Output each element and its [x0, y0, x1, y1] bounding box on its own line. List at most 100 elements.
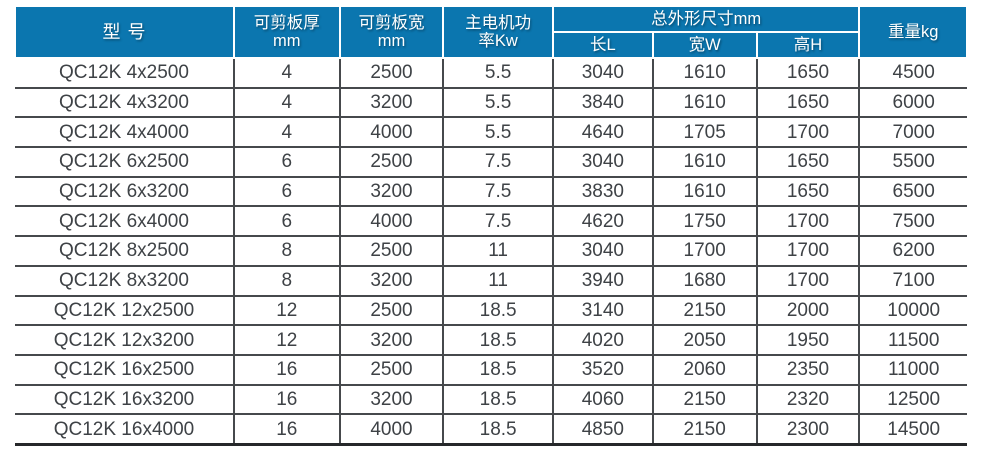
value-cell: 6: [232, 175, 341, 208]
header-motor-power-line1: 主电机功: [465, 13, 532, 32]
value-cell: 1610: [651, 58, 758, 89]
value-cell: 3140: [551, 294, 654, 327]
table-row: QC12K 4x2500 4 2500 5.5 3040 1610 1650 4500: [15, 58, 967, 89]
value-cell: 6500: [858, 175, 967, 208]
value-cell: 2000: [755, 294, 861, 327]
value-cell: 2350: [755, 353, 861, 386]
model-cell: QC12K 6x2500: [15, 146, 235, 178]
value-cell: 4000: [338, 116, 445, 149]
value-cell: 1750: [651, 205, 758, 238]
header-width-sub: 宽W: [651, 31, 758, 59]
model-cell: QC12K 4x3200: [15, 86, 235, 119]
value-cell: 16: [232, 383, 341, 416]
value-cell: 7500: [858, 205, 967, 238]
value-cell: 3040: [551, 146, 654, 178]
value-cell: 1650: [755, 58, 861, 89]
header-length: 长L: [551, 31, 654, 59]
value-cell: 4000: [338, 413, 445, 446]
table-row: QC12K 6x3200 6 3200 7.5 3830 1610 1650 6500: [15, 175, 967, 208]
value-cell: 2500: [338, 58, 445, 89]
value-cell: 5.5: [442, 58, 554, 89]
value-cell: 1700: [755, 116, 861, 149]
value-cell: 18.5: [442, 353, 554, 386]
value-cell: 6000: [858, 86, 967, 119]
table-row: QC12K 8x3200 8 3200 11 3940 1680 1700 7100: [15, 264, 967, 297]
value-cell: 4060: [551, 383, 654, 416]
table-row: QC12K 16x3200 16 3200 18.5 4060 2150 2320 12500: [15, 383, 967, 416]
value-cell: 18.5: [442, 383, 554, 416]
value-cell: 3830: [551, 175, 654, 208]
table-row: QC12K 4x4000 4 4000 5.5 4640 1705 1700 7000: [15, 116, 967, 149]
value-cell: 5.5: [442, 86, 554, 119]
value-cell: 18.5: [442, 413, 554, 446]
header-weight: 重量kg: [858, 5, 968, 59]
value-cell: 11000: [858, 353, 967, 386]
value-cell: 2320: [755, 383, 861, 416]
header-motor-power: 主电机功 率Kw: [442, 5, 554, 59]
value-cell: 4: [232, 86, 341, 119]
header-cut-thickness-line1: 可剪板厚: [253, 13, 320, 32]
model-cell: QC12K 12x2500: [15, 294, 235, 327]
value-cell: 6200: [858, 235, 967, 267]
value-cell: 5500: [858, 146, 967, 178]
header-cut-thickness: 可剪板厚 mm: [232, 5, 341, 59]
value-cell: 2150: [651, 383, 758, 416]
value-cell: 18.5: [442, 294, 554, 327]
value-cell: 3840: [551, 86, 654, 119]
model-cell: QC12K 12x3200: [15, 324, 235, 356]
value-cell: 16: [232, 353, 341, 386]
model-cell: QC12K 6x3200: [15, 175, 235, 208]
value-cell: 1950: [755, 324, 861, 356]
spec-table: 型 号 可剪板厚 mm 可剪板宽 mm 主电机功 率Kw 总外形尺寸mm 重量k…: [14, 5, 968, 446]
model-cell: QC12K 8x2500: [15, 235, 235, 267]
value-cell: 16: [232, 413, 341, 446]
value-cell: 1700: [755, 205, 861, 238]
model-cell: QC12K 16x2500: [15, 353, 235, 386]
value-cell: 2500: [338, 235, 445, 267]
value-cell: 1610: [651, 86, 758, 119]
header-cut-width-line1: 可剪板宽: [358, 13, 425, 32]
value-cell: 12: [232, 324, 341, 356]
value-cell: 6: [232, 146, 341, 178]
value-cell: 1650: [755, 146, 861, 178]
header-cut-thickness-line2: mm: [273, 32, 301, 50]
value-cell: 18.5: [442, 324, 554, 356]
value-cell: 3940: [551, 264, 654, 297]
header-cut-width-line2: mm: [377, 32, 406, 50]
value-cell: 3200: [338, 383, 445, 416]
value-cell: 3200: [338, 264, 445, 297]
value-cell: 7100: [858, 264, 967, 297]
header-cut-width: 可剪板宽 mm: [338, 5, 445, 59]
value-cell: 7.5: [442, 175, 554, 208]
value-cell: 2500: [338, 353, 445, 386]
value-cell: 1700: [651, 235, 758, 267]
value-cell: 2150: [651, 413, 758, 446]
value-cell: 1610: [651, 146, 758, 178]
table-row: QC12K 4x3200 4 3200 5.5 3840 1610 1650 6000: [15, 86, 967, 119]
value-cell: 11500: [858, 324, 967, 356]
value-cell: 3200: [338, 175, 445, 208]
model-cell: QC12K 6x4000: [15, 205, 235, 238]
model-cell: QC12K 4x2500: [15, 58, 235, 89]
value-cell: 2150: [651, 294, 758, 327]
spec-table-container: 型 号 可剪板厚 mm 可剪板宽 mm 主电机功 率Kw 总外形尺寸mm 重量k…: [14, 5, 968, 446]
value-cell: 4: [232, 58, 341, 89]
value-cell: 8: [232, 264, 341, 297]
value-cell: 1650: [755, 86, 861, 119]
header-row-top: 型 号 可剪板厚 mm 可剪板宽 mm 主电机功 率Kw 总外形尺寸mm 重量k…: [14, 5, 968, 59]
value-cell: 1610: [651, 175, 758, 208]
value-cell: 2050: [651, 324, 758, 356]
table-body: QC12K 4x2500 4 2500 5.5 3040 1610 1650 4500 QC12…: [15, 58, 967, 446]
value-cell: 7.5: [442, 205, 554, 238]
value-cell: 4620: [551, 205, 654, 238]
value-cell: 1705: [651, 116, 758, 149]
table-row: QC12K 8x2500 8 2500 11 3040 1700 1700 6200: [15, 235, 967, 267]
value-cell: 1700: [755, 264, 861, 297]
value-cell: 14500: [858, 413, 967, 446]
header-height: 高H: [755, 31, 861, 59]
value-cell: 3200: [338, 86, 445, 119]
value-cell: 4000: [338, 205, 445, 238]
value-cell: 2060: [651, 353, 758, 386]
value-cell: 4850: [551, 413, 654, 446]
table-row: QC12K 16x4000 16 4000 18.5 4850 2150 2300 14500: [15, 413, 967, 446]
